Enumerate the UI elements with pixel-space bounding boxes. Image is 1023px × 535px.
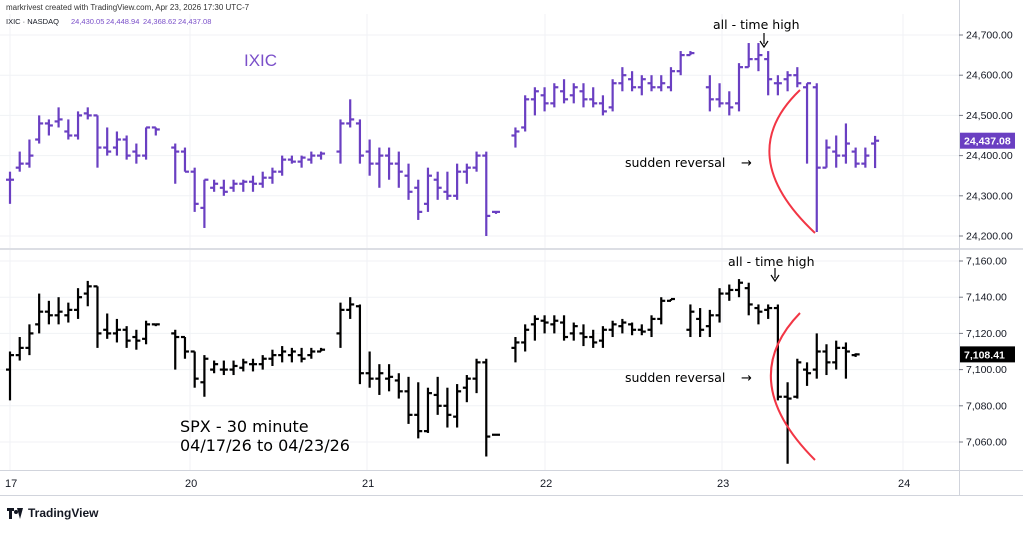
legend-ohlc-value: 24,437.08 bbox=[178, 17, 211, 26]
spx-subtitle: 04/17/26 to 04/23/26 bbox=[180, 436, 350, 455]
time-tick-label: 21 bbox=[362, 478, 374, 490]
tradingview-logo-icon bbox=[7, 508, 23, 519]
price-tick-label: 24,600.00 bbox=[966, 70, 1013, 82]
price-tick-label: 7,100.00 bbox=[966, 364, 1007, 376]
spx-reversal-arrow: → bbox=[741, 371, 752, 386]
time-tick-label: 22 bbox=[540, 478, 552, 490]
price-tick-label: 24,200.00 bbox=[966, 231, 1013, 243]
legend-symbol: IXIC · NASDAQ bbox=[6, 17, 59, 26]
legend-ohlc-value: 24,430.05 bbox=[71, 17, 104, 26]
attribution-text: markrivest created with TradingView.com,… bbox=[6, 3, 249, 12]
last-price-label: 7,108.41 bbox=[964, 349, 1005, 361]
price-tick-label: 7,140.00 bbox=[966, 292, 1007, 304]
legend-ohlc-value: 24,368.62 bbox=[143, 17, 176, 26]
time-tick-label: 20 bbox=[185, 478, 197, 490]
ixic-reversal-label: sudden reversal bbox=[625, 155, 725, 170]
price-tick-label: 24,500.00 bbox=[966, 110, 1013, 122]
ixic-title: IXIC bbox=[244, 51, 277, 70]
time-tick-label: 24 bbox=[898, 478, 910, 490]
price-tick-label: 7,080.00 bbox=[966, 400, 1007, 412]
spx-reversal-label: sudden reversal bbox=[625, 370, 725, 385]
spx-ath-label: all - time high bbox=[728, 254, 815, 269]
last-price-label: 24,437.08 bbox=[964, 136, 1011, 148]
time-tick-label: 23 bbox=[717, 478, 729, 490]
tradingview-brand[interactable]: TradingView bbox=[7, 506, 98, 520]
ixic-ath-label: all - time high bbox=[713, 17, 800, 32]
price-tick-label: 24,700.00 bbox=[966, 30, 1013, 42]
price-tick-label: 7,120.00 bbox=[966, 328, 1007, 340]
price-tick-label: 24,400.00 bbox=[966, 150, 1013, 162]
price-tick-label: 24,300.00 bbox=[966, 190, 1013, 202]
price-tick-label: 7,060.00 bbox=[966, 437, 1007, 449]
price-tick-label: 7,160.00 bbox=[966, 256, 1007, 268]
brand-name: TradingView bbox=[28, 506, 98, 520]
ixic-reversal-arrow: → bbox=[741, 156, 752, 171]
time-tick-label: 17 bbox=[5, 478, 17, 490]
spx-title: SPX - 30 minute bbox=[180, 417, 309, 436]
legend-ohlc-value: 24,448.94 bbox=[106, 17, 139, 26]
